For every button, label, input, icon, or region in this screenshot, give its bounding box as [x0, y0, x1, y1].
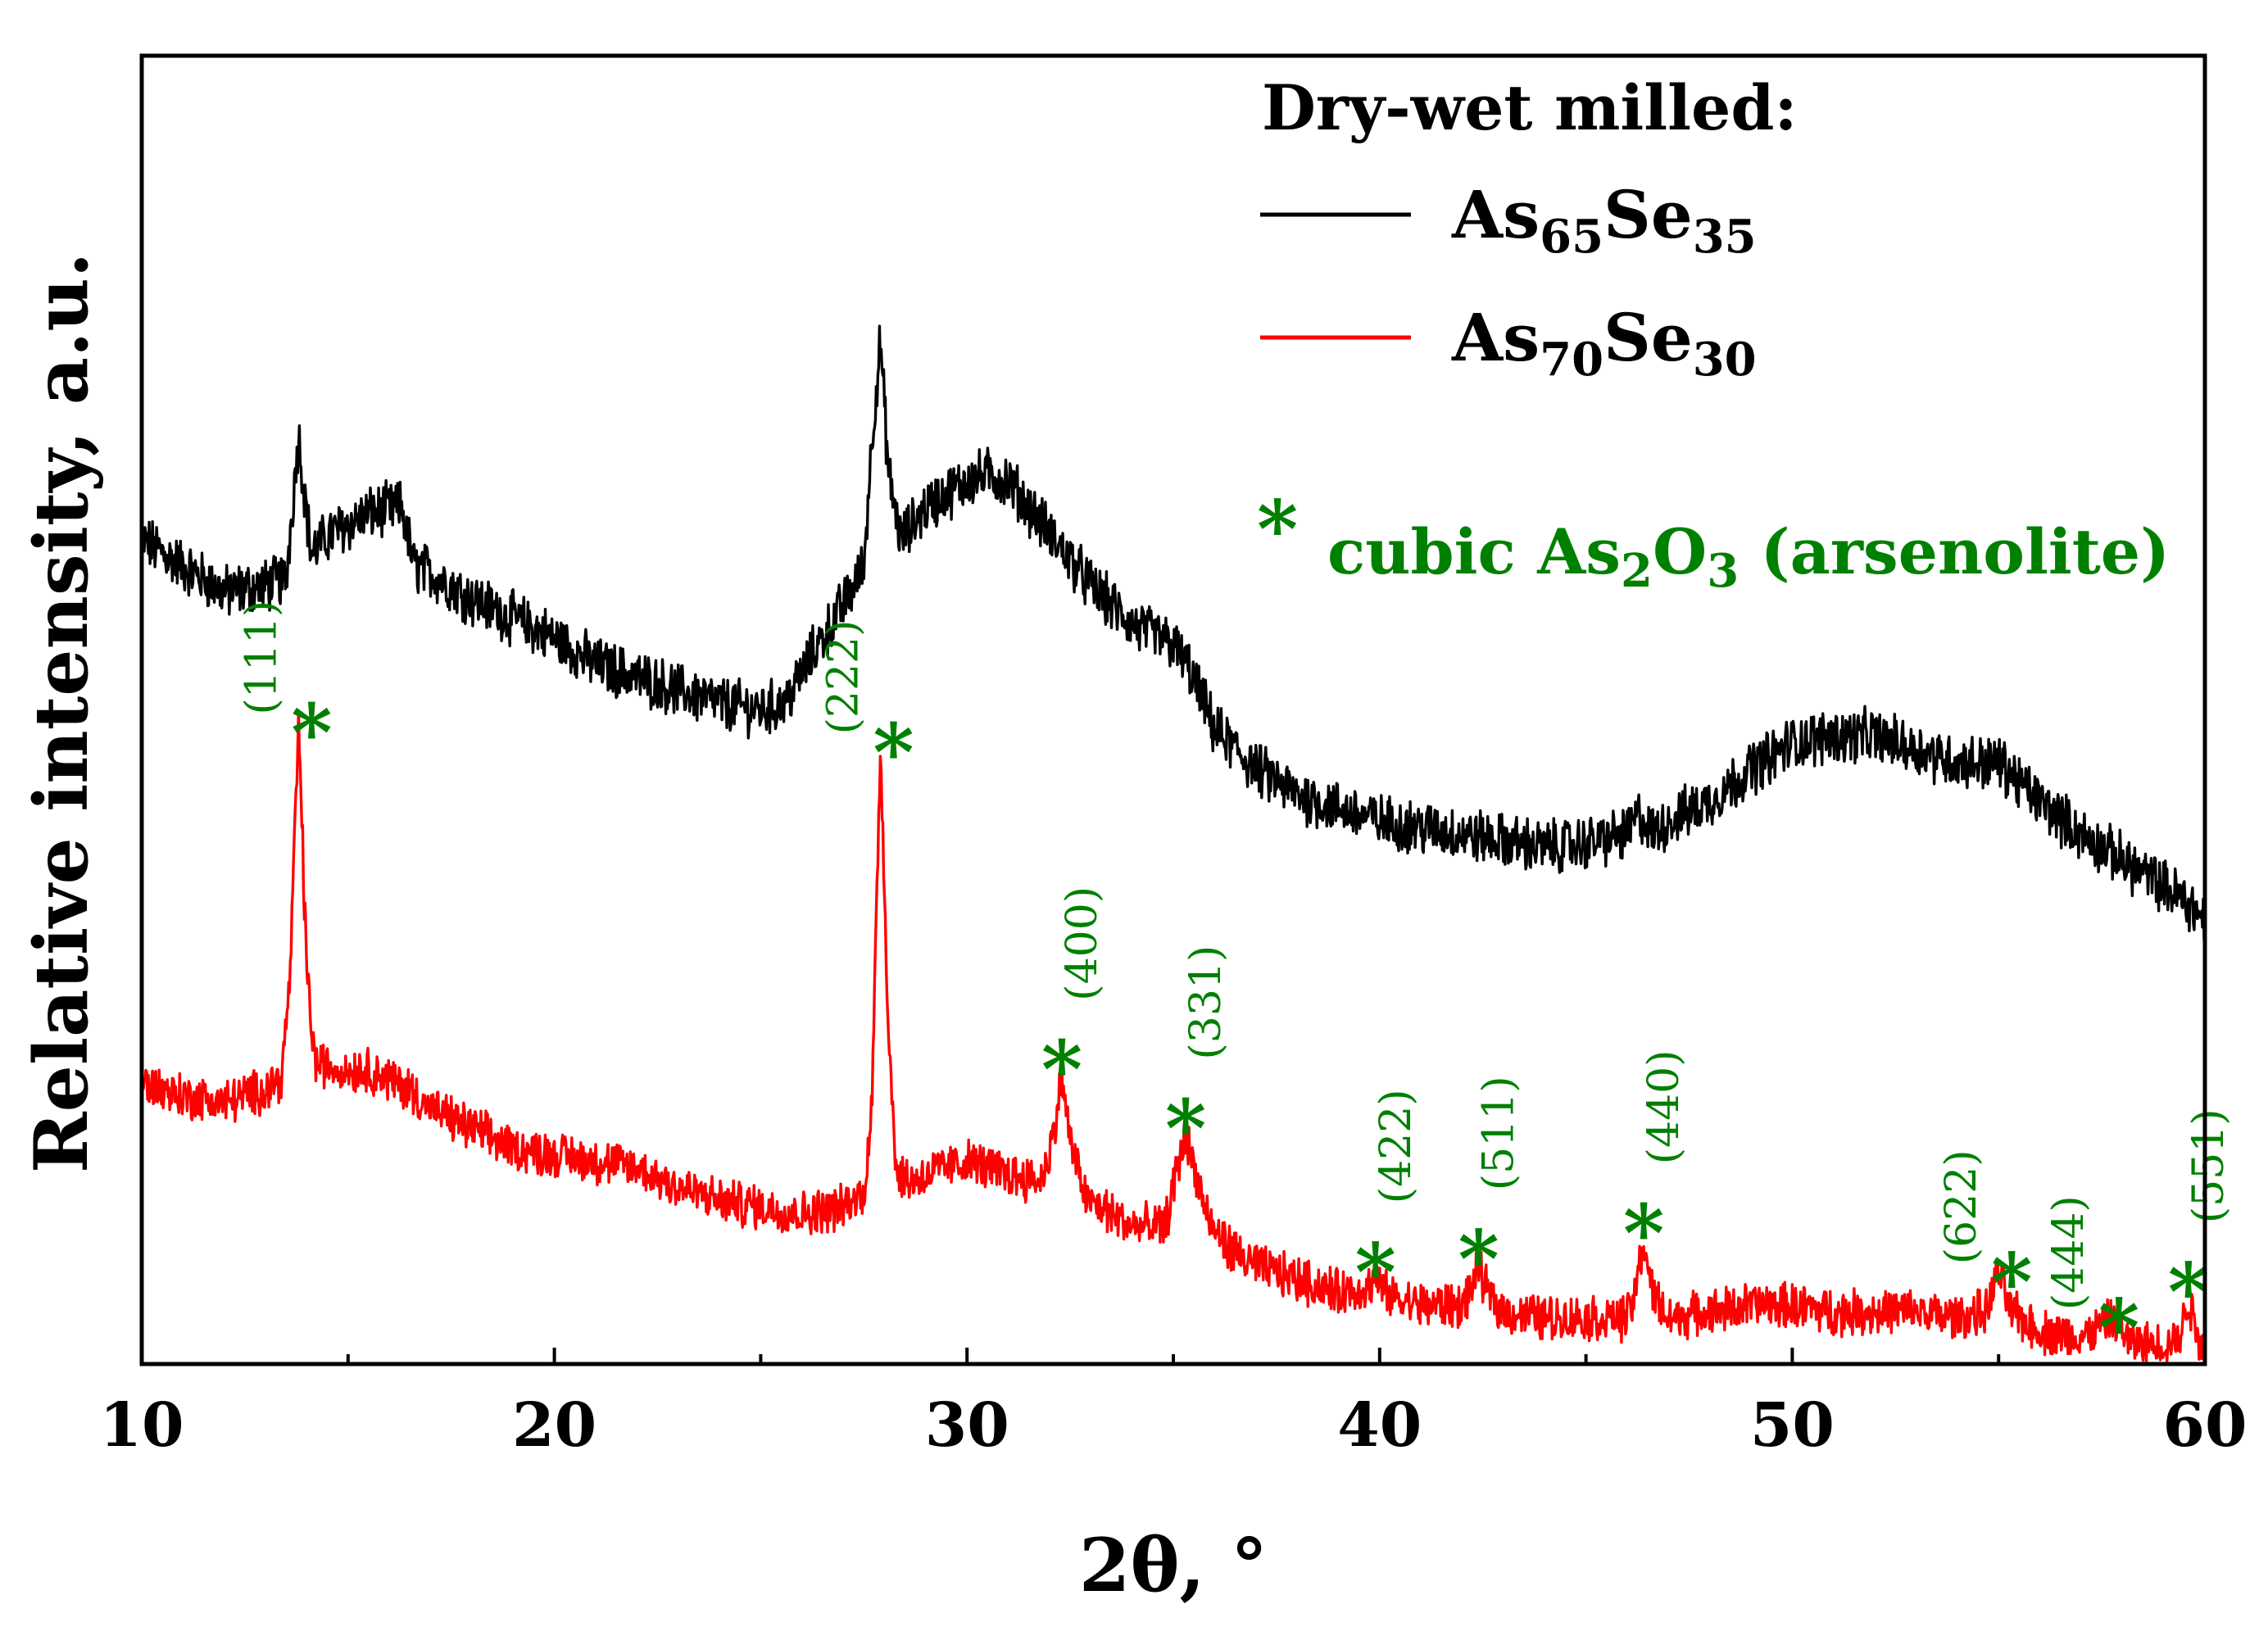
note-text: cubic As2O3 (arsenolite) — [1327, 515, 2170, 598]
x-tick-label: 50 — [1750, 1390, 1835, 1461]
legend-sub: 30 — [1693, 333, 1757, 387]
x-tick-label: 60 — [2163, 1390, 2248, 1461]
series-line-as65se35 — [140, 324, 2207, 941]
legend-title: Dry-wet milled: — [1262, 71, 1798, 144]
peak-star: * — [1991, 1236, 2032, 1329]
peak-label: (551) — [2184, 1108, 2234, 1223]
peak-star: * — [1623, 1187, 1664, 1280]
peak-label: (622) — [1937, 1149, 1986, 1264]
plot-frame — [139, 53, 2207, 1366]
legend-base: As — [1451, 299, 1540, 376]
peak-label: (111) — [237, 600, 286, 715]
peak-star: * — [1041, 1024, 1082, 1117]
peak-label: (400) — [1058, 886, 1107, 1001]
legend-mid: Se — [1603, 176, 1693, 253]
peak-star: * — [2168, 1246, 2209, 1339]
series-line-as70se30 — [140, 709, 2207, 1366]
x-tick-label: 10 — [100, 1390, 184, 1461]
series-lines — [140, 324, 2207, 1366]
y-axis-title: Relative intensity, a.u. — [18, 252, 105, 1173]
legend-mid: Se — [1603, 299, 1693, 376]
peak-label: (222) — [819, 620, 868, 735]
x-tick-label: 20 — [512, 1390, 596, 1461]
peak-star: * — [1165, 1083, 1206, 1176]
peak-star: * — [2098, 1282, 2139, 1375]
legend-sub: 70 — [1540, 333, 1603, 387]
peak-label: (511) — [1475, 1076, 1524, 1190]
note-pre: cubic As — [1327, 515, 1621, 588]
x-tick-label: 40 — [1337, 1390, 1422, 1461]
x-axis-title: 2θ, ° — [1079, 1522, 1268, 1609]
note-mid: O — [1653, 515, 1707, 588]
peak-label: (422) — [1372, 1089, 1421, 1203]
legend-entry-as65se35: As65Se35 — [1451, 176, 1757, 264]
peak-star: * — [873, 706, 914, 799]
peak-label: (331) — [1182, 945, 1231, 1060]
note-star: * — [1257, 483, 1298, 576]
peak-label: (440) — [1640, 1049, 1689, 1164]
legend-base: As — [1451, 176, 1540, 253]
peak-star: * — [291, 687, 332, 779]
peak-label: (444) — [2044, 1195, 2093, 1310]
x-tick-label: 30 — [925, 1390, 1009, 1461]
legend-entry-as70se30: As70Se30 — [1451, 299, 1757, 387]
note-sub: 2 — [1621, 544, 1653, 598]
legend-sub: 65 — [1540, 210, 1603, 264]
legend-sub: 35 — [1693, 210, 1757, 264]
peak-star: * — [1355, 1226, 1396, 1319]
peak-star: * — [1458, 1213, 1499, 1306]
note-post: (arsenolite) — [1739, 515, 2170, 588]
x-axis-ticks: 10 20 30 40 50 60 — [100, 1348, 2248, 1461]
peak-annotations: *(111)*(222)*(400)*(331)*(422)*(511)*(44… — [237, 600, 2234, 1375]
arsenolite-note: * cubic As2O3 (arsenolite) — [1257, 483, 2170, 598]
legend: Dry-wet milled: As65Se35 As70Se30 — [1260, 71, 1798, 387]
note-sub: 3 — [1707, 544, 1739, 598]
